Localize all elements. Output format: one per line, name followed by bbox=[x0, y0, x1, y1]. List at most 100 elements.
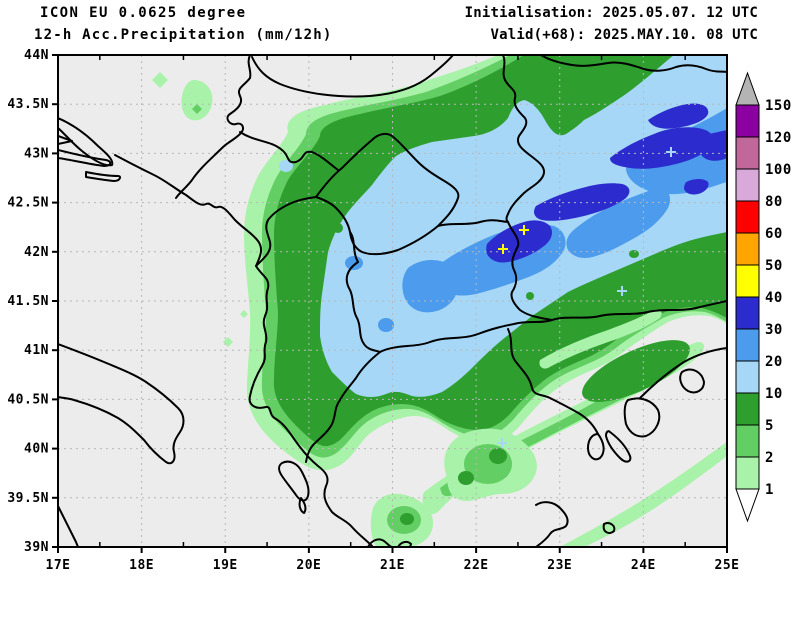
legend-value-label: 5 bbox=[765, 418, 774, 434]
model-title: ICON EU 0.0625 degree bbox=[40, 5, 247, 21]
precip-db bbox=[534, 183, 630, 221]
legend-cell bbox=[735, 168, 760, 202]
lat-tick-label: 43N bbox=[24, 146, 49, 161]
valid-time: Valid(+68): 2025.MAY.10. 08 UTC bbox=[490, 27, 758, 43]
legend-cell bbox=[735, 328, 760, 362]
precip-mb bbox=[378, 318, 394, 332]
lon-tick-label: 24E bbox=[631, 558, 656, 573]
precip-dg bbox=[629, 250, 639, 258]
precip-db bbox=[610, 127, 714, 169]
precip-mb bbox=[402, 260, 459, 313]
precip-lg bbox=[181, 79, 213, 121]
legend-underflow-arrow bbox=[735, 488, 760, 523]
coastline-border bbox=[605, 430, 632, 463]
legend-value-label: 150 bbox=[765, 98, 792, 114]
country-borders bbox=[58, 55, 727, 547]
precip-max-cross-icon bbox=[617, 286, 627, 296]
precip-max-cross-icon bbox=[666, 147, 676, 157]
lon-tick-label: 21E bbox=[380, 558, 405, 573]
precip-field bbox=[152, 55, 727, 547]
lon-tick-label: 17E bbox=[46, 558, 71, 573]
lon-tick-label: 23E bbox=[547, 558, 572, 573]
lat-tick-label: 42N bbox=[24, 245, 49, 260]
coastline-border bbox=[58, 149, 112, 167]
precip-lb bbox=[279, 160, 293, 172]
map-frame-axes: 44N 43.5N 43N 42.5N 42N 41.5N 41N 40.5N 40N 39.5N… bbox=[7, 48, 739, 573]
precip-dg bbox=[582, 340, 690, 402]
coastline-border bbox=[58, 343, 185, 465]
legend-cell bbox=[735, 424, 760, 458]
legend-cell bbox=[735, 296, 760, 330]
precip-max-cross-icon bbox=[497, 438, 507, 448]
lat-tick-label: 42.5N bbox=[7, 196, 49, 211]
coastline-border bbox=[639, 347, 727, 399]
product-title: 12-h Acc.Precipitation (mm/12h) bbox=[34, 27, 333, 43]
grid-lines bbox=[58, 55, 727, 547]
coastline-border bbox=[239, 131, 339, 171]
lat-tick-label: 39.5N bbox=[7, 491, 49, 506]
coastline-border bbox=[345, 231, 381, 353]
lat-tick-label: 39N bbox=[24, 540, 49, 555]
precip-dg bbox=[489, 448, 507, 464]
legend-value-label: 30 bbox=[765, 322, 783, 338]
coastline-border bbox=[679, 368, 705, 394]
lat-tick-label: 40.5N bbox=[7, 392, 49, 407]
coastline-border bbox=[58, 135, 73, 145]
precip-dg bbox=[619, 271, 629, 281]
lon-tick-label: 20E bbox=[296, 558, 321, 573]
lon-tick-label: 18E bbox=[129, 558, 154, 573]
legend-value-label: 10 bbox=[765, 386, 783, 402]
legend-value-label: 100 bbox=[765, 162, 792, 178]
legend-overflow-arrow bbox=[735, 71, 760, 106]
lon-tick-label: 19E bbox=[213, 558, 238, 573]
coastline-border bbox=[305, 351, 381, 463]
legend-value-label: 80 bbox=[765, 194, 783, 210]
legend-value-label: 40 bbox=[765, 290, 783, 306]
lat-tick-label: 40N bbox=[24, 442, 49, 457]
precip-dg bbox=[526, 292, 534, 300]
legend-value-label: 60 bbox=[765, 226, 783, 242]
coastline-border bbox=[437, 219, 509, 227]
legend-cell bbox=[735, 232, 760, 266]
coastline-border bbox=[85, 171, 122, 182]
legend-cell bbox=[735, 264, 760, 298]
maxima-markers bbox=[383, 147, 676, 448]
coastline-border bbox=[255, 196, 317, 267]
coastline-border bbox=[502, 55, 553, 321]
precip-lg bbox=[152, 72, 168, 88]
precip-mb bbox=[566, 186, 670, 258]
legend-value-label: 1 bbox=[765, 482, 774, 498]
legend-colorbar: 150 120 100 80 60 50 40 30 20 10 5 2 1 bbox=[735, 71, 792, 523]
precip-dg bbox=[400, 513, 414, 525]
legend-cell bbox=[735, 104, 760, 138]
legend-cell bbox=[735, 200, 760, 234]
legend-value-label: 120 bbox=[765, 130, 792, 146]
coastline-border bbox=[298, 497, 307, 514]
precip-lg bbox=[539, 309, 662, 369]
legend-value-label: 20 bbox=[765, 354, 783, 370]
precip-max-cross-icon bbox=[498, 244, 508, 254]
coastline-border bbox=[507, 328, 605, 461]
precip-mg bbox=[192, 104, 202, 114]
precip-dg bbox=[458, 471, 474, 485]
legend-value-label: 2 bbox=[765, 450, 774, 466]
coastline-border bbox=[540, 55, 727, 73]
precip-dg bbox=[333, 223, 343, 233]
legend-cell bbox=[735, 392, 760, 426]
lat-tick-label: 41.5N bbox=[7, 294, 49, 309]
legend-cell bbox=[735, 360, 760, 394]
initialisation-time: Initialisation: 2025.05.07. 12 UTC bbox=[464, 5, 758, 21]
precip-mb bbox=[345, 256, 363, 270]
coastline-border bbox=[114, 154, 373, 547]
legend-cell bbox=[735, 456, 760, 490]
legend-value-label: 50 bbox=[765, 258, 783, 274]
precip-lg bbox=[240, 310, 248, 318]
lat-tick-label: 41N bbox=[24, 343, 49, 358]
precip-max-cross-icon bbox=[519, 225, 529, 235]
coastline-border bbox=[623, 397, 661, 438]
coastline-border bbox=[175, 55, 252, 199]
coastline-border bbox=[58, 505, 79, 547]
precip-db bbox=[684, 179, 709, 195]
